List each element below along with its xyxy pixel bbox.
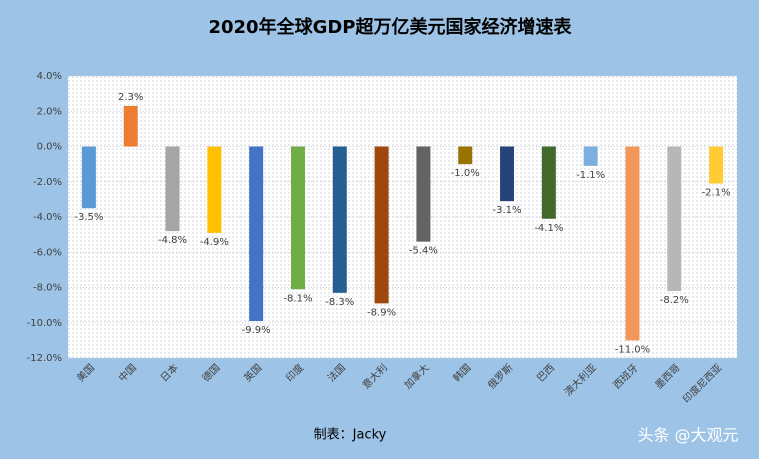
- value-label: -4.8%: [158, 235, 187, 246]
- bar: [207, 146, 222, 233]
- value-label: -9.9%: [242, 325, 271, 336]
- note: 制表：Jacky: [314, 428, 387, 443]
- value-label: -11.0%: [615, 344, 650, 355]
- y-tick-label: -2.0%: [33, 177, 62, 188]
- bar: [290, 146, 305, 290]
- y-tick-label: 2.0%: [37, 106, 62, 117]
- bar: [709, 146, 724, 184]
- bar: [249, 146, 264, 321]
- bar: [416, 146, 431, 242]
- bar: [332, 146, 347, 293]
- value-label: -8.9%: [367, 307, 396, 318]
- value-label: -2.1%: [702, 188, 731, 199]
- watermark: 头条 @大观元: [637, 426, 738, 445]
- bar: [667, 146, 682, 292]
- y-tick-label: -6.0%: [33, 247, 62, 258]
- y-tick-label: -8.0%: [33, 283, 62, 294]
- value-label: -3.5%: [74, 212, 103, 223]
- y-tick-label: 4.0%: [37, 71, 62, 82]
- bar: [165, 146, 180, 232]
- bar: [583, 146, 598, 166]
- y-tick-label: -10.0%: [27, 318, 62, 329]
- value-label: -5.4%: [409, 246, 438, 257]
- bar: [541, 146, 556, 219]
- bar: [81, 146, 96, 209]
- bar: [374, 146, 389, 304]
- chart-title: 2020年全球GDP超万亿美元国家经济增速表: [208, 16, 572, 38]
- value-label: -8.2%: [660, 295, 689, 306]
- value-label: -4.1%: [534, 223, 563, 234]
- bar: [625, 146, 640, 341]
- value-label: -3.1%: [493, 205, 522, 216]
- y-tick-label: -12.0%: [27, 353, 62, 364]
- value-label: -1.0%: [451, 168, 480, 179]
- value-label: 2.3%: [118, 92, 143, 103]
- value-label: -1.1%: [576, 170, 605, 181]
- y-tick-label: -4.0%: [33, 212, 62, 223]
- bar: [458, 146, 473, 165]
- bar: [123, 105, 138, 147]
- value-label: -4.9%: [200, 237, 229, 248]
- bar: [500, 146, 515, 202]
- y-tick-label: 0.0%: [37, 142, 62, 153]
- value-label: -8.3%: [325, 297, 354, 308]
- value-label: -8.1%: [283, 293, 312, 304]
